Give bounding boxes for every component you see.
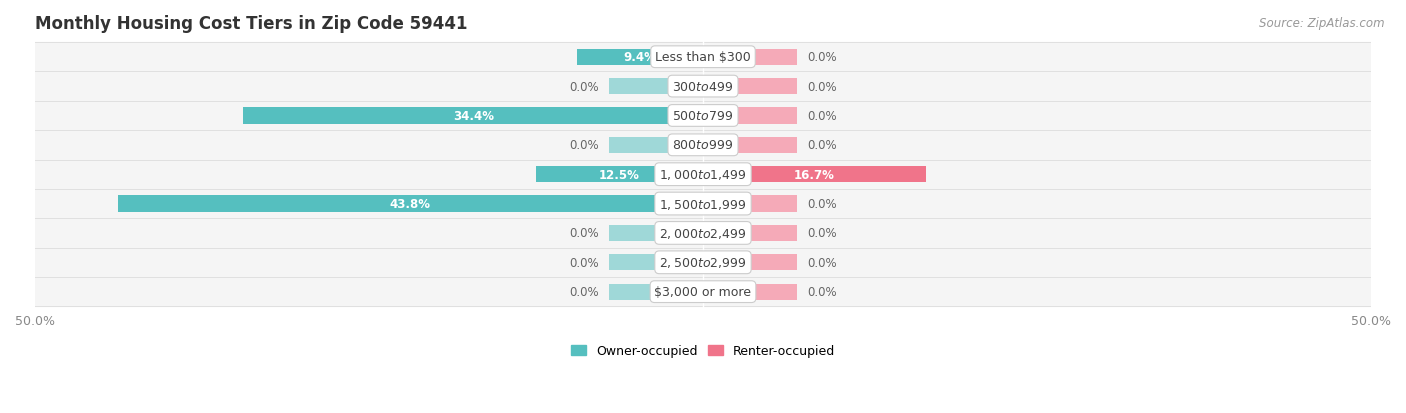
Text: 0.0%: 0.0% — [807, 51, 837, 64]
Bar — [35, 277, 1371, 306]
Bar — [609, 254, 703, 271]
Text: 0.0%: 0.0% — [569, 81, 599, 93]
Bar — [703, 50, 797, 66]
Bar — [578, 50, 703, 66]
Text: Monthly Housing Cost Tiers in Zip Code 59441: Monthly Housing Cost Tiers in Zip Code 5… — [35, 15, 468, 33]
Text: 0.0%: 0.0% — [569, 227, 599, 240]
Text: $1,000 to $1,499: $1,000 to $1,499 — [659, 168, 747, 182]
Text: $2,500 to $2,999: $2,500 to $2,999 — [659, 256, 747, 270]
Text: $300 to $499: $300 to $499 — [672, 81, 734, 93]
Bar — [35, 102, 1371, 131]
Text: $2,000 to $2,499: $2,000 to $2,499 — [659, 226, 747, 240]
Bar — [35, 72, 1371, 102]
Bar — [35, 219, 1371, 248]
Text: 9.4%: 9.4% — [624, 51, 657, 64]
Bar — [609, 79, 703, 95]
Text: Less than $300: Less than $300 — [655, 51, 751, 64]
Text: 16.7%: 16.7% — [794, 168, 835, 181]
Text: $1,500 to $1,999: $1,500 to $1,999 — [659, 197, 747, 211]
Text: 0.0%: 0.0% — [807, 256, 837, 269]
Text: $3,000 or more: $3,000 or more — [655, 285, 751, 299]
Bar — [118, 196, 703, 212]
Text: 0.0%: 0.0% — [807, 139, 837, 152]
Bar — [536, 167, 703, 183]
Text: 0.0%: 0.0% — [807, 81, 837, 93]
Text: 0.0%: 0.0% — [807, 110, 837, 123]
Bar — [703, 284, 797, 300]
Text: 0.0%: 0.0% — [569, 285, 599, 299]
Text: 43.8%: 43.8% — [389, 197, 430, 211]
Bar — [243, 108, 703, 124]
Bar — [703, 225, 797, 242]
Bar — [35, 190, 1371, 219]
Text: 34.4%: 34.4% — [453, 110, 494, 123]
Legend: Owner-occupied, Renter-occupied: Owner-occupied, Renter-occupied — [567, 339, 839, 363]
Bar — [703, 108, 797, 124]
Bar — [35, 131, 1371, 160]
Bar — [703, 79, 797, 95]
Text: 0.0%: 0.0% — [807, 227, 837, 240]
Bar — [35, 160, 1371, 190]
Text: 0.0%: 0.0% — [569, 139, 599, 152]
Text: 12.5%: 12.5% — [599, 168, 640, 181]
Text: 0.0%: 0.0% — [569, 256, 599, 269]
Text: $800 to $999: $800 to $999 — [672, 139, 734, 152]
Bar — [703, 167, 927, 183]
Bar — [703, 196, 797, 212]
Bar — [35, 248, 1371, 277]
Bar — [703, 138, 797, 154]
Bar — [609, 284, 703, 300]
Text: $500 to $799: $500 to $799 — [672, 110, 734, 123]
Bar — [609, 138, 703, 154]
Bar — [703, 254, 797, 271]
Bar — [609, 225, 703, 242]
Text: Source: ZipAtlas.com: Source: ZipAtlas.com — [1260, 17, 1385, 29]
Text: 0.0%: 0.0% — [807, 197, 837, 211]
Bar — [35, 43, 1371, 72]
Text: 0.0%: 0.0% — [807, 285, 837, 299]
